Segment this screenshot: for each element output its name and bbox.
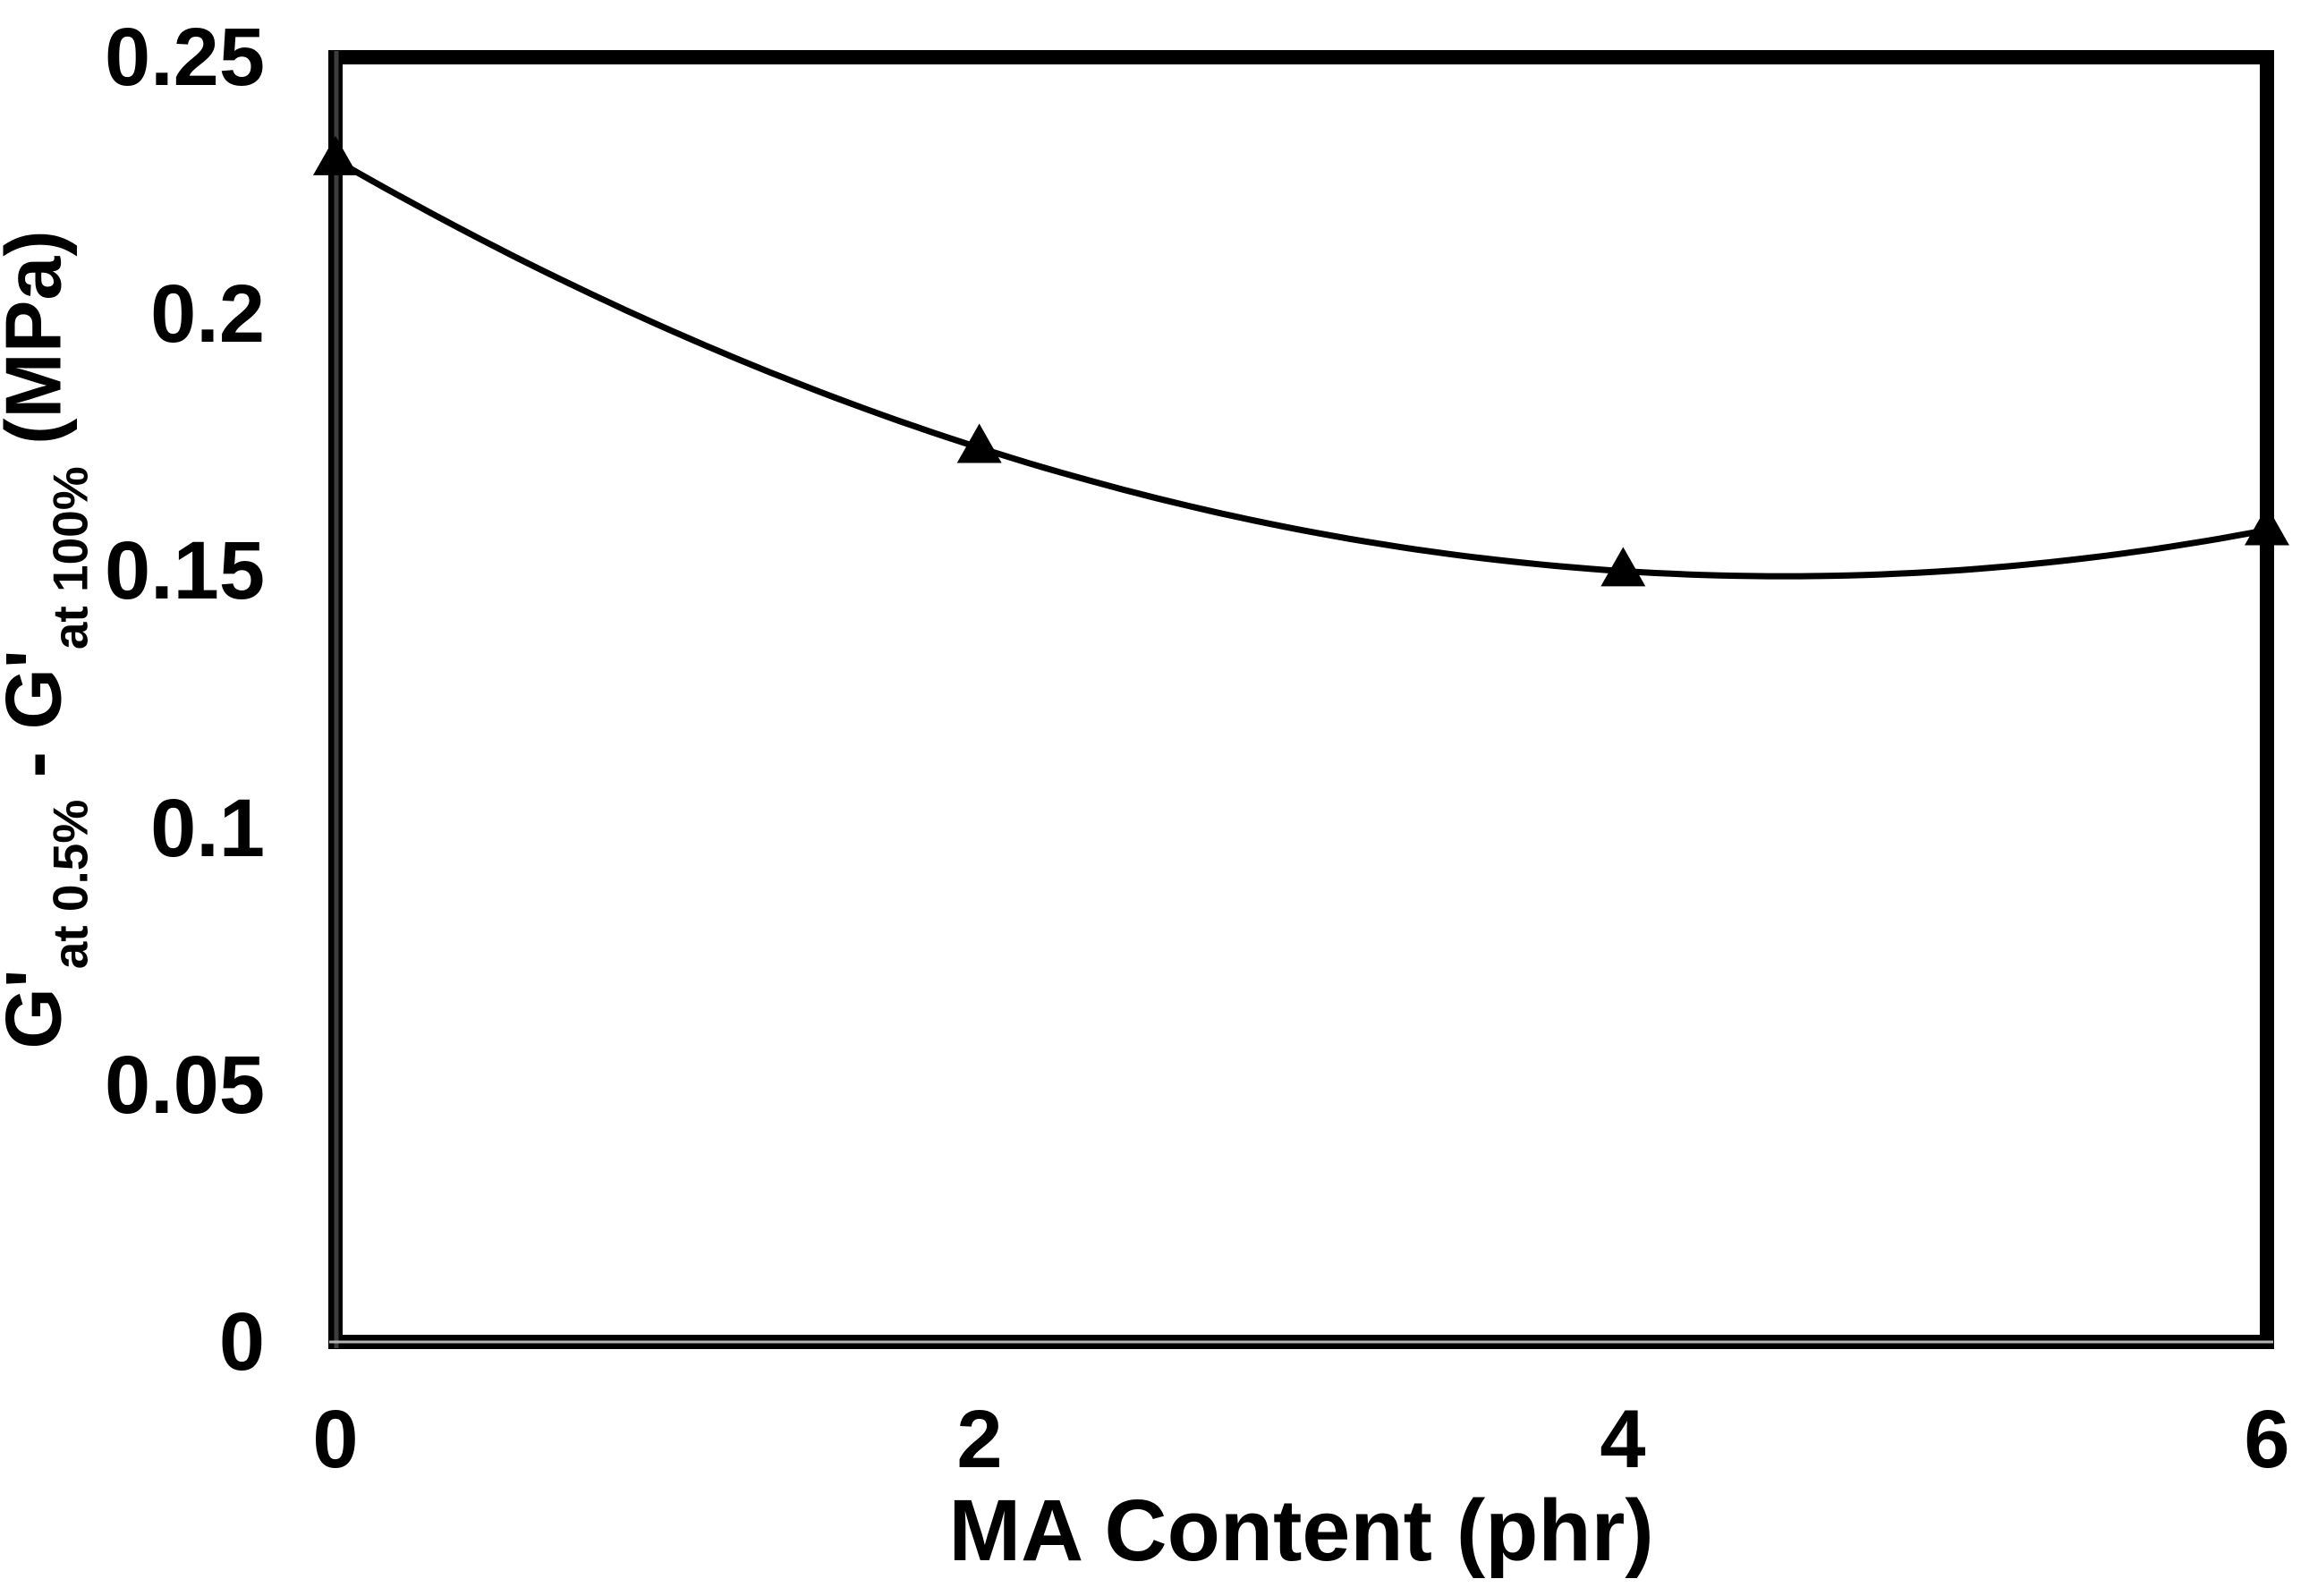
y-axis-tick-label: 0.25 bbox=[104, 12, 265, 103]
data-point-marker bbox=[313, 135, 358, 175]
x-axis-tick-label: 0 bbox=[312, 1394, 359, 1485]
plot-frame bbox=[328, 50, 2274, 1349]
x-axis-tick-label: 2 bbox=[956, 1394, 1003, 1485]
x-axis-title: MA Content (phr) bbox=[948, 1481, 1654, 1579]
y-axis-title-text: G' bbox=[0, 969, 78, 1049]
series-trendline bbox=[332, 157, 2271, 580]
x-axis-tick-label: 4 bbox=[1600, 1394, 1646, 1485]
x-axis-tick-label: 6 bbox=[2244, 1394, 2290, 1485]
data-point-marker bbox=[956, 423, 1002, 463]
y-axis-tick-label: 0.1 bbox=[150, 783, 265, 874]
y-axis-tick-label: 0.05 bbox=[104, 1040, 265, 1131]
y-axis-tick-label: 0.2 bbox=[150, 268, 265, 360]
data-point-marker bbox=[2245, 505, 2289, 546]
y-axis-tick-label: 0.15 bbox=[104, 525, 265, 616]
y-axis-title-text: G' bbox=[0, 649, 78, 730]
series-markers bbox=[313, 135, 2289, 587]
y-axis-tick-label: 0 bbox=[218, 1296, 265, 1388]
data-point-marker bbox=[1600, 547, 1646, 587]
